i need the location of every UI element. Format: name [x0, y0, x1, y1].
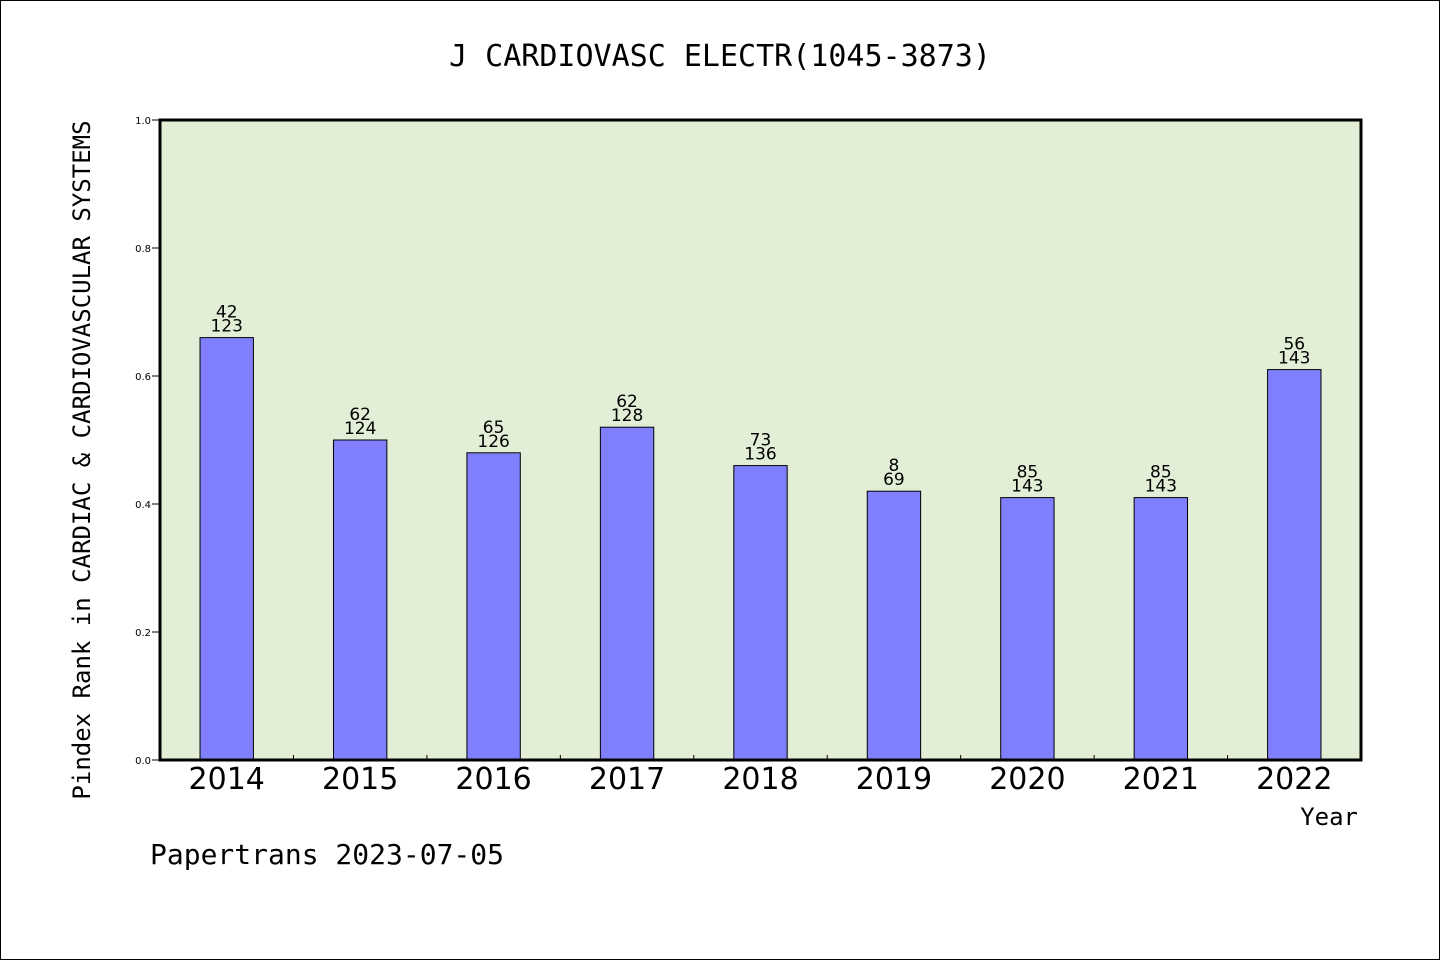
bar-total-label: 123	[210, 317, 242, 337]
y-tick-label: 0.6	[135, 372, 151, 383]
y-tick-label: 0.2	[135, 628, 151, 639]
plot-border	[158, 118, 1363, 762]
footer-text: Papertrans 2023-07-05	[150, 838, 504, 871]
y-tick-label: 0.4	[135, 500, 151, 511]
y-tick-label: 1.0	[135, 116, 151, 127]
bar-rank-label: 62	[349, 405, 371, 425]
bar-rank-label: 73	[750, 431, 772, 451]
x-tick-label: 2017	[589, 762, 665, 797]
bar-rank-label: 85	[1150, 463, 1172, 483]
bar-total-label: 143	[1278, 349, 1310, 369]
x-tick-label: 2016	[455, 762, 531, 797]
x-tick-label: 2022	[1256, 762, 1332, 797]
bars	[199, 337, 1322, 761]
bar-total-label: 128	[611, 406, 643, 426]
y-axis-ticks: 0.0 0.2 0.4 0.6 0.8 1.0	[135, 116, 160, 767]
bar-2018	[733, 465, 788, 761]
y-tick-label: 0.8	[135, 244, 151, 255]
y-axis-label: Pindex Rank in CARDIAC & CARDIOVASCULAR …	[68, 120, 96, 799]
bar-rank-label: 42	[216, 303, 238, 323]
x-axis-label: Year	[1300, 803, 1358, 831]
bar-2021	[1133, 497, 1189, 761]
bar-total-label: 126	[477, 432, 509, 452]
bar-total-label: 143	[1011, 477, 1043, 497]
chart-title: J CARDIOVASC ELECTR(1045-3873)	[449, 39, 991, 74]
x-tick-label: 2014	[189, 762, 265, 797]
bar-rank-label: 65	[483, 418, 505, 438]
bar-2019	[866, 490, 922, 761]
bar-rank-label: 8	[889, 456, 900, 476]
x-tick-label: 2019	[856, 762, 932, 797]
y-tick-label: 0.0	[135, 756, 151, 767]
x-axis-ticks: 2014 2015 2016 2017 2018 2019 2020 2021 2022	[189, 755, 1332, 797]
x-tick-label: 2015	[322, 762, 398, 797]
x-tick-label: 2020	[989, 762, 1065, 797]
bar-total-label: 143	[1145, 477, 1177, 497]
bar-rank-label: 62	[616, 392, 638, 412]
bar-rank-label: 56	[1283, 335, 1305, 355]
bar-2014	[199, 337, 254, 761]
bar-total-label: 136	[744, 445, 776, 465]
x-tick-label: 2021	[1123, 762, 1199, 797]
bar-total-label: 69	[883, 470, 905, 490]
bar-2022	[1267, 369, 1322, 761]
bar-2016	[466, 452, 521, 761]
bar-rank-label: 85	[1017, 463, 1039, 483]
bar-2017	[599, 426, 655, 761]
bar-2015	[332, 439, 388, 761]
bar-total-label: 124	[344, 419, 376, 439]
x-tick-label: 2018	[722, 762, 798, 797]
bar-2020	[1000, 497, 1055, 761]
